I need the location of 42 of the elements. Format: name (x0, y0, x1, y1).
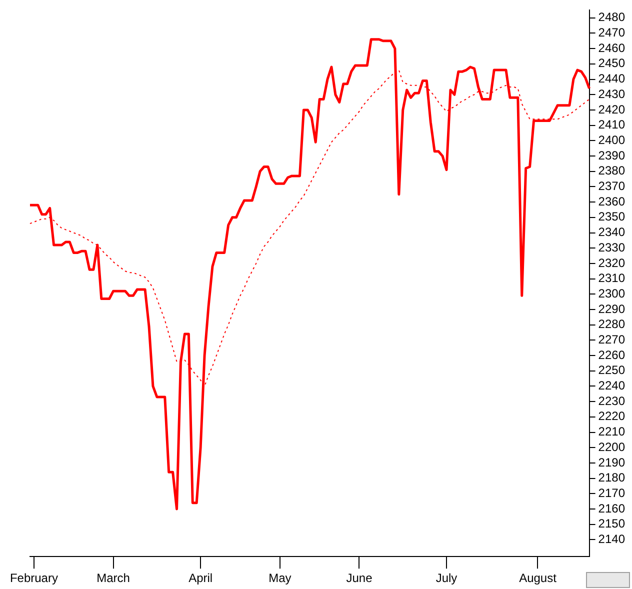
y-tick-label: 2230 (598, 394, 626, 408)
y-tick-label: 2420 (598, 102, 626, 116)
y-tick-label: 2210 (598, 424, 626, 439)
y-tick-label: 2360 (598, 194, 626, 208)
y-tick-label: 2160 (598, 501, 626, 516)
x-tick-label: March (96, 571, 130, 586)
y-tick-label: 2270 (598, 332, 626, 346)
y-tick-label: 2470 (598, 26, 626, 40)
y-tick-label: 2310 (598, 271, 626, 286)
y-tick-label: 2410 (598, 118, 626, 132)
y-tick-label: 2290 (598, 302, 626, 316)
y-tick-label: 2300 (598, 286, 626, 300)
y-tick-label: 2170 (598, 486, 626, 500)
x-tick-label: July (436, 571, 458, 586)
y-tick-label: 2240 (598, 378, 626, 393)
y-tick-label: 2480 (598, 10, 626, 24)
y-tick-label: 2370 (598, 179, 626, 194)
y-tick-label: 2430 (598, 86, 626, 101)
y-tick-label: 2350 (598, 210, 626, 224)
x-tick-label: February (10, 571, 58, 586)
y-tick-label: 2280 (598, 317, 626, 332)
y-tick-label: 2440 (598, 72, 626, 86)
x-tick-label: June (346, 571, 373, 586)
y-tick-label: 2250 (598, 363, 626, 378)
y-tick-label: 2380 (598, 164, 626, 178)
y-tick-label: 2340 (598, 225, 626, 240)
y-tick-label: 2220 (598, 409, 626, 424)
y-tick-label: 2260 (598, 348, 626, 362)
y-tick-label: 2450 (598, 56, 626, 70)
y-tick-label: 2320 (598, 256, 626, 270)
y-tick-label: 2200 (598, 440, 626, 454)
x-tick-label: April (188, 571, 213, 586)
y-tick-label: 2460 (598, 40, 626, 55)
x-tick-label: May (268, 571, 292, 586)
y-tick-label: 2150 (598, 516, 626, 531)
y-tick-label: 2400 (598, 132, 626, 147)
y-tick-label: 2180 (598, 470, 626, 485)
y-tick-label: 2330 (598, 240, 626, 254)
x-tick-label: August (519, 571, 558, 586)
y-tick-label: 2390 (598, 148, 626, 162)
y-tick-label: 2140 (598, 532, 626, 546)
y-tick-label: 2190 (598, 455, 626, 470)
